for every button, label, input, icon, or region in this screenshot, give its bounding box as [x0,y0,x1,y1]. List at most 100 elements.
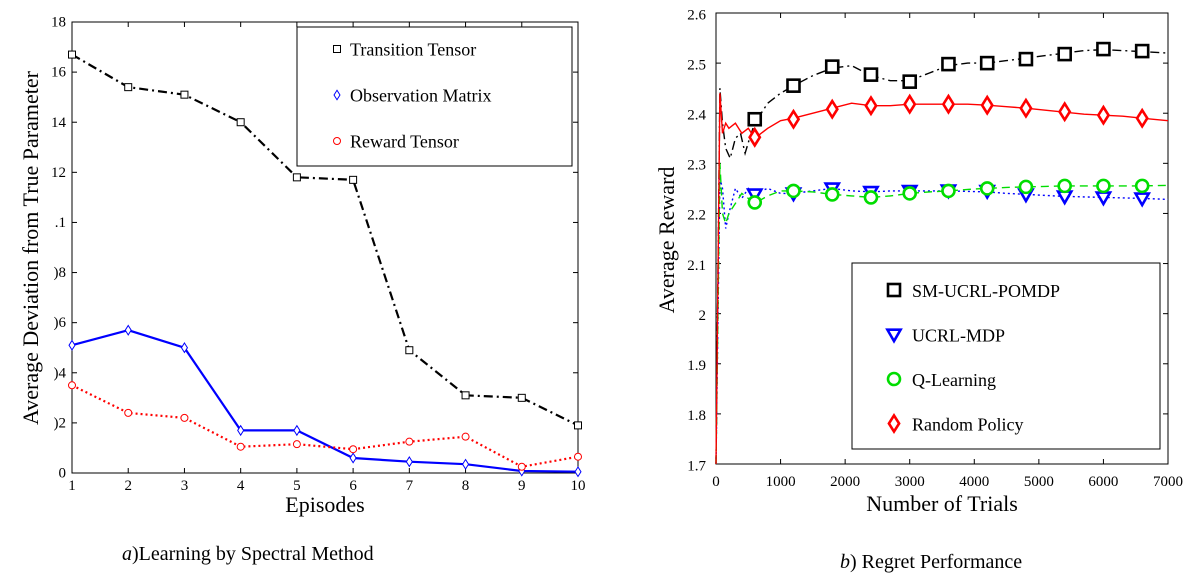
chart-b-series-random-policy-point [941,93,956,115]
chart-b-series-q-learning-point [786,183,801,199]
chart-a-caption-text: )Learning by Spectral Method [132,543,374,565]
chart-b-legend-sm-ucrl-pomdp-label: SM-UCRL-POMDP [912,281,1060,301]
chart-a-series-transition-tensor-point [124,83,133,92]
chart-a-x-tick-label: 1 [68,478,76,494]
chart-a-series-reward-tensor-point [180,413,189,422]
chart-a-x-tick-label: 6 [349,478,357,494]
chart-b-legend-ucrl-mdp-marker [885,328,903,344]
chart-b-y-tick-label: 2.3 [687,158,706,174]
chart-a-y-tick-label: 12 [51,165,66,181]
chart-b-series-random-policy-point [1058,101,1072,123]
chart-a-series-transition-tensor-point [292,173,301,182]
chart-b: 0 1000 2000 3000 4000 5000 6000 7000 1.7 1.8 1.9 2 2… [654,7,1183,516]
chart-a-series-reward-tensor-point [124,408,133,417]
chart-b-caption-prefix: b [840,551,850,573]
chart-b-legend: SM-UCRL-POMDP UCRL-MDP Q-Learning Random Po… [851,262,1161,450]
chart-b-series-sm-ucrl-pomdp-point [824,59,840,74]
chart-b-series-q-learning-point [824,187,840,202]
chart-b-series-random-policy-point [903,93,917,115]
chart-a-y-tick-label: )6 [54,315,67,331]
chart-a-series-transition-tensor-point [574,421,582,430]
chart-a-legend: Transition Tensor Observation Matrix Rewar… [296,26,573,167]
chart-b-x-tick-label: 3000 [895,474,925,490]
chart-a-x-tick-label: 7 [406,478,414,494]
chart-a-series-reward-tensor-point [68,381,76,390]
chart-b-y-tick-label: 2.1 [687,258,706,274]
chart-b-series-ucrl-mdp-point [1094,191,1113,207]
chart-a-series-observation-matrix-point [237,424,245,437]
chart-a-y-tick-label: )2 [54,415,67,431]
chart-a-x-tick-label: 10 [571,478,586,494]
chart-a-series-observation-matrix-point [124,324,132,336]
chart-a-y-tick-label: 0 [59,466,67,482]
chart-b-series-ucrl-mdp-point [1133,192,1152,208]
chart-b-legend-sm-ucrl-pomdp-marker [886,282,902,298]
chart-b-legend-ucrl-mdp-label: UCRL-MDP [912,326,1005,346]
chart-b-series-random-policy-point [1096,104,1111,126]
chart-a-x-tick-label: 3 [181,478,189,494]
chart-b-y-tick-label: 1.9 [687,358,706,374]
chart-b-series-random-policy-point [864,95,878,117]
chart-a-series-observation-matrix-point [349,452,357,464]
chart-b-x-tick-label: 2000 [830,474,860,490]
chart-a-legend-observation-matrix-label: Observation Matrix [350,85,491,105]
chart-a-series-observation-matrix-point [180,342,189,354]
chart-b-series-q-learning-point [1096,178,1111,194]
chart-b-series-random-policy-point [748,126,762,148]
chart-b-y-tick-label: 2.4 [687,108,706,124]
chart-a-series-observation-matrix-point [68,339,76,351]
chart-a-y-tick-label: .1 [55,215,66,231]
chart-a-x-axis-label: Episodes [285,492,364,517]
chart-a-x-tick-label: 5 [293,478,301,494]
chart-a-y-tick-label: )8 [54,265,67,281]
chart-b-y-tick-label: 2.5 [687,57,706,73]
chart-a-legend-transition-tensor-label: Transition Tensor [350,39,476,59]
chart-b-series-sm-ucrl-pomdp-point [863,67,879,82]
chart-b-x-tick-label: 7000 [1153,474,1183,490]
chart-b-x-tick-label: 1000 [766,474,796,490]
chart-b-series-sm-ucrl-pomdp-point [1057,46,1072,62]
chart-b-y-tick-label: 2.2 [687,208,706,224]
chart-b-legend-random-policy-label: Random Policy [912,415,1024,435]
chart-b-series-random-policy-point [980,94,994,116]
chart-b-series-q-learning-line [715,163,1169,465]
chart-b-series-sm-ucrl-pomdp-point [941,56,956,72]
chart-b-x-tick-label: 0 [712,474,720,490]
chart-b-series-sm-ucrl-pomdp-point [747,111,763,127]
chart-b-x-tick-label: 4000 [959,474,989,490]
chart-b-series-q-learning-point [1057,178,1072,194]
chart-a-x-tick-label: 2 [124,478,132,494]
chart-a-series-reward-tensor-point [574,452,582,461]
chart-a-series-transition-tensor-point [236,118,245,127]
chart-a-legend-box [296,26,573,167]
chart-a-series-transition-tensor-point [68,50,76,59]
chart-b-y-axis-label: Average Reward [654,167,679,314]
chart-b-x-tick-label: 5000 [1024,474,1054,490]
chart-b-legend-random-policy-marker [887,412,901,435]
chart-b-x-axis-label: Number of Trials [866,491,1018,516]
chart-a-series-reward-tensor-point [517,462,526,471]
chart-b-series-q-learning-point [747,195,763,210]
chart-b-series-q-learning-point [1134,178,1150,194]
chart-a-series-reward-tensor-point [461,432,470,441]
chart-b-series-q-learning-point [941,183,956,199]
chart-b-series-sm-ucrl-pomdp-point [1134,43,1150,59]
chart-a-x-tick-label: 8 [462,478,470,494]
chart-b-legend-q-learning-label: Q-Learning [912,370,996,390]
chart-a-series-reward-tensor-point [292,440,301,449]
chart-b-legend-q-learning-marker [886,371,902,387]
chart-a-legend-transition-tensor-marker [333,45,341,53]
chart-a-series-transition-tensor-point [180,90,189,99]
chart-b-series-ucrl-mdp-point [1055,190,1074,206]
chart-a-legend-reward-tensor-marker [333,137,341,145]
chart-b-series-q-learning-point [863,190,879,205]
chart-a-series-observation-matrix-point [574,466,582,478]
chart-b-series-q-learning-point [979,181,995,196]
chart-a-series-observation-matrix-point [405,456,413,468]
chart-b-series-q-learning-point [902,186,918,201]
chart-b-plot-frame [715,12,1169,465]
chart-a-series-observation-matrix-point [293,424,301,437]
chart-a-y-tick-label: 14 [51,115,67,131]
chart-a-series-observation-matrix-line [71,329,579,473]
